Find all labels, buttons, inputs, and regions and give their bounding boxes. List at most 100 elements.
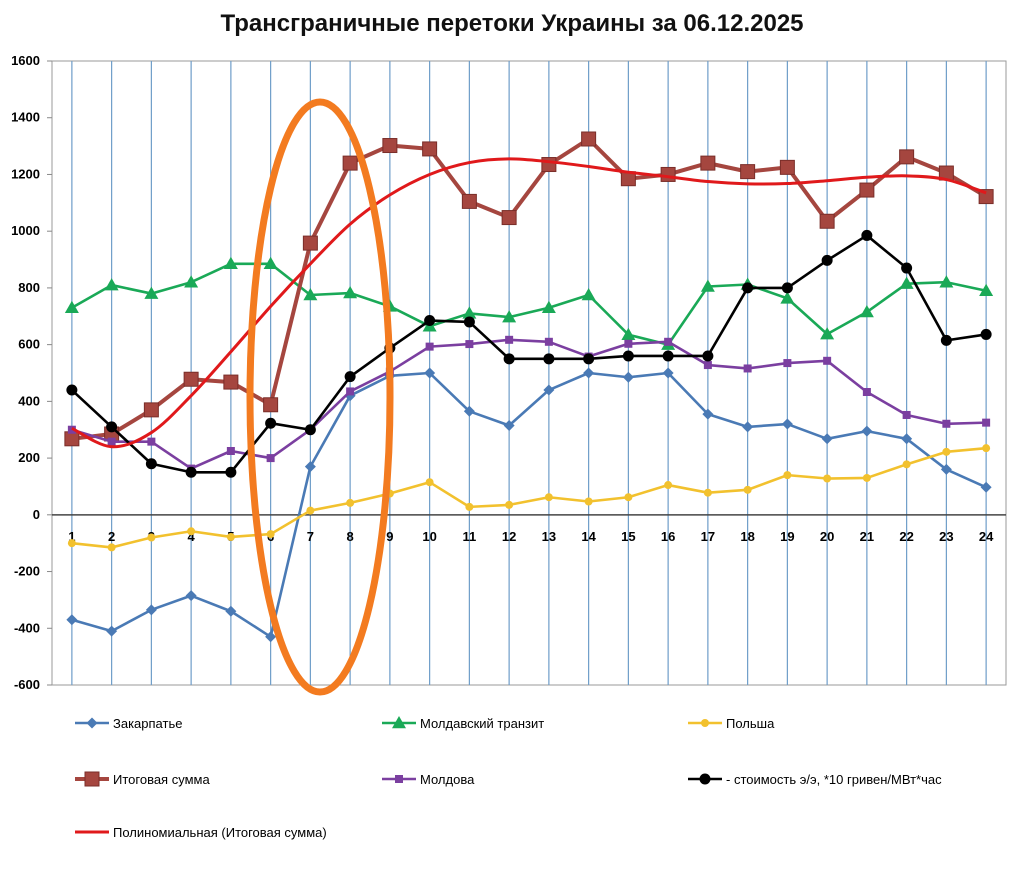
data-point	[465, 340, 474, 349]
data-point	[263, 397, 279, 413]
y-tick-label: 200	[18, 450, 40, 465]
data-point	[461, 193, 477, 209]
data-point	[502, 310, 517, 323]
data-point	[346, 387, 355, 396]
data-point	[780, 291, 795, 304]
y-tick-label: 1400	[11, 110, 40, 125]
series-line	[71, 262, 987, 346]
x-tick-label: 18	[740, 529, 754, 544]
data-point	[503, 353, 515, 365]
data-point	[64, 431, 80, 447]
x-tick-label: 8	[347, 529, 354, 544]
x-tick-label: 16	[661, 529, 675, 544]
data-point	[304, 461, 316, 473]
data-point	[66, 384, 78, 396]
data-point	[144, 286, 159, 299]
data-point	[622, 350, 634, 362]
legend-label: - стоимость э/э, *10 гривен/МВт*час	[726, 772, 942, 787]
data-point	[781, 282, 793, 294]
data-point	[147, 437, 156, 446]
data-point	[346, 498, 355, 507]
legend-item: Молдавский транзит	[382, 716, 544, 731]
data-point	[266, 454, 275, 463]
legend-label: Закарпатье	[113, 716, 182, 731]
data-point	[703, 361, 712, 370]
data-point	[783, 359, 792, 368]
data-point	[862, 473, 871, 482]
data-point	[821, 433, 833, 445]
x-tick-label: 24	[979, 529, 994, 544]
data-point	[226, 532, 235, 541]
data-point	[902, 410, 911, 419]
legend-item: - стоимость э/э, *10 гривен/МВт*час	[688, 772, 942, 787]
data-point	[462, 306, 477, 319]
x-tick-label: 11	[463, 529, 477, 544]
data-point	[979, 283, 994, 296]
data-point	[544, 493, 553, 502]
data-point	[743, 485, 752, 494]
data-point	[862, 388, 871, 397]
legend-swatch-marker	[395, 775, 403, 783]
data-point	[183, 371, 199, 387]
data-point	[624, 339, 633, 348]
data-point	[543, 353, 555, 365]
data-point	[902, 460, 911, 469]
data-point	[781, 418, 793, 430]
data-point	[106, 421, 118, 433]
legend-item: Польша	[688, 716, 775, 731]
data-point	[624, 493, 633, 502]
series-6	[71, 157, 987, 449]
data-point	[107, 437, 116, 446]
legend-label: Молдавский транзит	[420, 716, 544, 731]
data-point	[106, 625, 118, 637]
legend-swatch-marker	[84, 771, 100, 787]
data-point	[424, 367, 436, 379]
data-point	[583, 353, 595, 365]
data-point	[184, 275, 199, 288]
data-point	[265, 631, 277, 643]
data-point	[266, 530, 275, 539]
data-point	[465, 502, 474, 511]
data-point	[425, 342, 434, 351]
legend-label: Полиномиальная (Итоговая сумма)	[113, 825, 327, 840]
data-point	[302, 235, 318, 251]
data-point	[821, 254, 833, 266]
series-0	[66, 367, 992, 643]
data-point	[382, 138, 398, 154]
legend-item: Итоговая сумма	[75, 771, 210, 787]
data-point	[342, 155, 358, 171]
data-point	[343, 286, 358, 299]
data-point	[859, 305, 874, 318]
legend-swatch-marker	[699, 773, 711, 785]
data-point	[820, 327, 835, 340]
data-point	[942, 419, 951, 428]
data-point	[425, 478, 434, 487]
data-point	[664, 337, 673, 346]
data-point	[861, 425, 873, 437]
data-point	[783, 471, 792, 480]
data-point	[622, 371, 634, 383]
data-point	[304, 424, 316, 436]
data-point	[940, 334, 952, 346]
legend-item: Полиномиальная (Итоговая сумма)	[75, 825, 327, 840]
data-point	[223, 374, 239, 390]
data-point	[543, 384, 555, 396]
data-point	[501, 210, 517, 226]
legend-item: Закарпатье	[75, 716, 182, 731]
data-point	[823, 474, 832, 483]
data-point	[263, 256, 278, 270]
y-tick-label: 1600	[11, 53, 40, 68]
x-tick-label: 2	[108, 529, 115, 544]
series-line	[71, 371, 987, 639]
data-point	[306, 506, 315, 515]
data-point	[899, 276, 914, 289]
data-point	[581, 131, 597, 147]
x-tick-label: 10	[422, 529, 436, 544]
x-tick-label: 22	[899, 529, 913, 544]
plot-frame	[51, 60, 1007, 686]
x-tick-label: 20	[820, 529, 834, 544]
data-point	[505, 335, 514, 344]
legend-swatch-marker	[86, 717, 98, 729]
data-point	[703, 488, 712, 497]
series-line	[71, 338, 987, 470]
